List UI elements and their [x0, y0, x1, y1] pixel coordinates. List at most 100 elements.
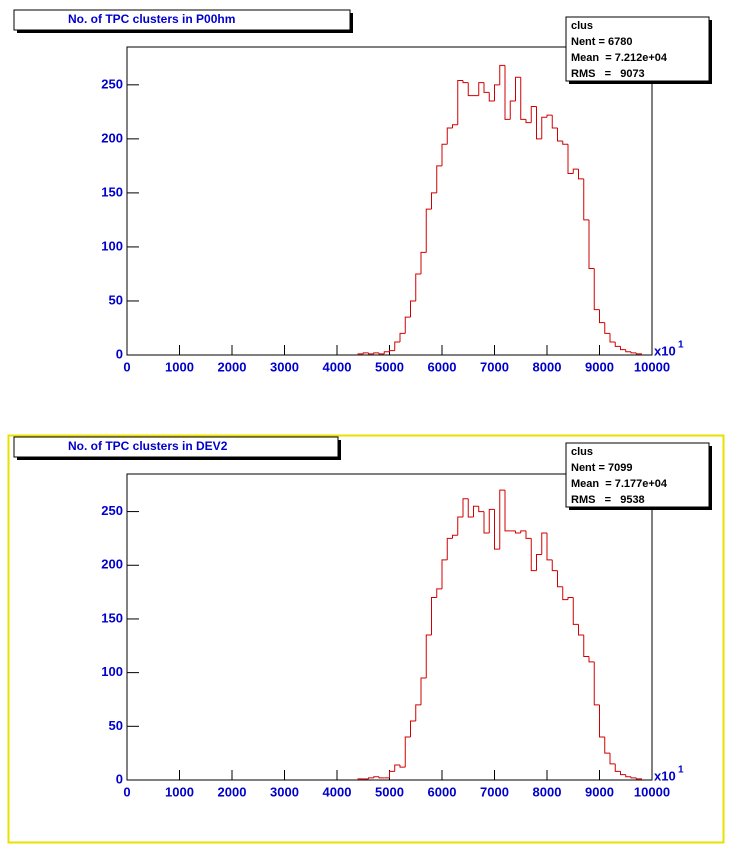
histogram-bin: [604, 322, 610, 334]
histogram-bin: [373, 352, 379, 354]
histogram-bin: [415, 704, 421, 721]
x-tick-label: 10000: [634, 784, 670, 799]
histogram-bin: [425, 208, 432, 253]
histogram-bin: [436, 165, 442, 193]
x-tick-label: 6000: [428, 784, 457, 799]
histogram-bin: [436, 588, 442, 598]
histogram-bin: [389, 770, 395, 778]
x-tick-label: 4000: [323, 359, 352, 374]
histogram-bin: [536, 554, 542, 571]
y-tick-label: 250: [101, 503, 123, 518]
histogram-bin: [373, 776, 379, 778]
histogram-bin: [583, 178, 589, 221]
histogram-bin: [368, 352, 374, 355]
y-tick-label: 0: [116, 346, 123, 361]
x-tick-label: 4000: [323, 784, 352, 799]
histogram-bin: [431, 192, 437, 210]
histogram-bin: [609, 753, 616, 765]
x-multiplier: x10: [654, 343, 676, 358]
histogram-bin: [515, 76, 521, 102]
histogram-bin: [478, 506, 484, 513]
histogram-bin: [488, 508, 495, 534]
histogram-bin: [572, 597, 579, 625]
x-tick-label: 1000: [165, 784, 194, 799]
histogram-bin: [494, 509, 500, 550]
histogram-bin: [494, 84, 500, 102]
histogram-bin: [520, 77, 526, 120]
histogram-bin: [515, 530, 521, 534]
x-multiplier-exponent: 1: [678, 340, 684, 351]
y-tick-label: 0: [116, 771, 123, 786]
histogram-bin: [473, 505, 479, 517]
histogram-bin: [630, 351, 637, 354]
x-tick-label: 2000: [218, 784, 247, 799]
histogram-bin: [362, 352, 369, 354]
y-tick-label: 200: [101, 557, 123, 572]
histogram-bin: [452, 124, 458, 129]
x-tick-label: 0: [123, 359, 130, 374]
x-tick-label: 6000: [428, 359, 457, 374]
histogram-bin: [499, 489, 505, 550]
stats-box: [565, 16, 710, 82]
histogram-bin: [567, 596, 574, 600]
y-tick-label: 100: [101, 238, 123, 253]
histogram-bin: [625, 774, 631, 778]
x-tick-label: 2000: [218, 359, 247, 374]
histogram-bin: [457, 80, 463, 125]
histogram-bin: [446, 127, 453, 145]
stats-line: Mean = 7.212e+04: [571, 52, 668, 64]
x-tick-label: 10000: [634, 359, 670, 374]
stats-line: Nent = 7099: [571, 462, 632, 474]
histogram-bin: [399, 764, 406, 768]
x-tick-label: 3000: [270, 784, 299, 799]
histogram-bin: [635, 352, 642, 355]
title-box: [13, 9, 351, 31]
histogram-bin: [583, 635, 589, 658]
y-tick-label: 250: [101, 76, 123, 91]
x-multiplier-exponent: 1: [678, 765, 684, 776]
histogram-bin: [394, 341, 400, 351]
histogram-bin: [572, 168, 579, 174]
histogram-bin: [467, 82, 474, 97]
histogram-bin: [441, 143, 448, 166]
histogram-bin: [635, 777, 642, 780]
histogram-bin: [452, 534, 458, 539]
histogram-bin: [530, 538, 537, 572]
histogram-bin: [625, 349, 631, 353]
stats-line: Nent = 6780: [571, 36, 632, 48]
x-tick-label: 7000: [480, 359, 509, 374]
y-tick-label: 50: [109, 292, 123, 307]
x-tick-label: 9000: [585, 359, 614, 374]
histogram-bin: [383, 351, 390, 354]
histogram-bin: [462, 498, 469, 517]
histogram-bin: [404, 736, 411, 768]
histogram-bin: [614, 763, 621, 772]
histogram-bin: [404, 316, 411, 334]
stats-name: clus: [571, 446, 593, 458]
histogram-bin: [620, 346, 626, 351]
y-tick-label: 50: [109, 718, 123, 733]
histogram-bin: [504, 65, 511, 120]
stats-name: clus: [571, 20, 593, 32]
stats-box: [565, 442, 710, 508]
histogram-bin: [483, 511, 490, 534]
histogram-bin: [509, 100, 516, 120]
histogram-bin: [425, 634, 432, 678]
x-tick-label: 7000: [480, 784, 509, 799]
histogram-bin: [431, 596, 437, 636]
histogram-bin: [578, 169, 584, 180]
histogram-bin: [415, 273, 421, 301]
histogram-bin: [588, 656, 595, 663]
x-tick-label: 3000: [270, 359, 299, 374]
histogram-bin: [441, 559, 448, 589]
histogram-bin: [525, 119, 532, 124]
histogram-bin: [520, 530, 526, 534]
histogram-bin: [394, 764, 400, 772]
histogram-bin: [378, 776, 385, 779]
histogram-bin: [593, 268, 600, 311]
title-box: [13, 436, 339, 458]
histogram-bin: [410, 300, 416, 318]
stats-line: Mean = 7.177e+04: [571, 478, 668, 490]
